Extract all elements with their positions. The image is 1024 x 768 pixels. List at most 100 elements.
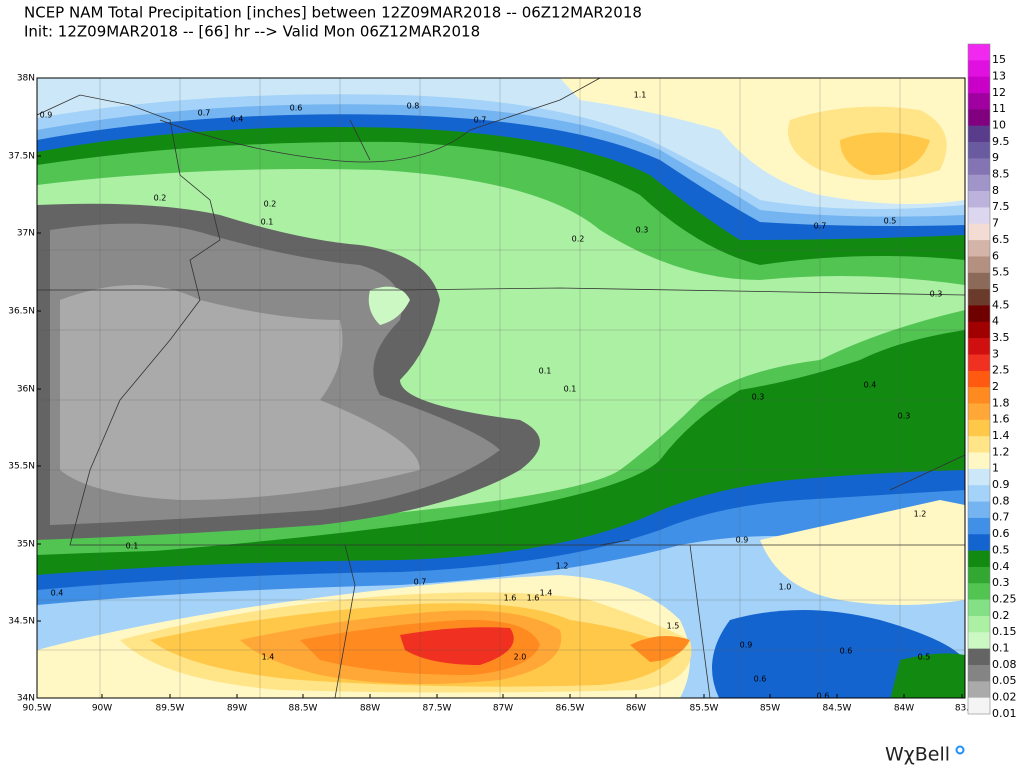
legend-swatch	[968, 534, 990, 551]
legend-label: 0.15	[992, 625, 1017, 638]
color-legend: 15131211109.598.587.576.565.554.543.532.…	[967, 43, 1017, 720]
legend-label: 13	[992, 70, 1006, 83]
legend-label: 0.6	[992, 527, 1010, 540]
legend-swatch	[968, 550, 990, 568]
precip-map	[37, 78, 965, 698]
legend-swatch	[968, 289, 990, 306]
legend-swatch	[968, 305, 990, 323]
contour-label: 0.7	[474, 116, 487, 125]
legend-label: 9.5	[992, 135, 1010, 148]
legend-label: 8	[992, 184, 999, 197]
legend-label: 11	[992, 102, 1006, 115]
legend-swatch	[968, 583, 990, 600]
legend-swatch	[968, 44, 990, 61]
contour-label: 1.6	[504, 594, 517, 603]
legend-label: 3.5	[992, 331, 1010, 344]
contour-label: 0.3	[752, 393, 765, 402]
legend-swatch	[968, 76, 990, 94]
contour-label: 1.5	[667, 622, 680, 631]
legend-label: 2	[992, 380, 999, 393]
legend-swatch	[968, 60, 990, 77]
legend-swatch	[968, 158, 990, 176]
legend-label: 1.2	[992, 445, 1010, 458]
contour-label: 0.2	[154, 194, 167, 203]
legend-label: 4.5	[992, 298, 1010, 311]
legend-swatch	[968, 109, 990, 127]
legend-label: 0.01	[992, 707, 1017, 720]
lon-label: 88.5W	[289, 704, 318, 714]
legend-swatch	[968, 223, 990, 241]
lon-label: 83.	[955, 704, 969, 714]
contour-label: 0.1	[564, 385, 577, 394]
contour-label: 0.7	[814, 222, 827, 231]
legend-swatch	[968, 452, 990, 470]
legend-swatch	[968, 419, 990, 437]
brand-dot	[955, 745, 965, 755]
contour-label: 0.7	[414, 578, 427, 587]
legend-label: 0.8	[992, 494, 1010, 507]
lat-label: 35N	[17, 540, 35, 550]
legend-label: 12	[992, 86, 1006, 99]
contour-label: 0.4	[864, 381, 877, 390]
lon-label: 90W	[92, 704, 112, 714]
contour-label: 2.0	[514, 653, 527, 662]
contour-label: 0.6	[840, 647, 853, 656]
legend-swatch	[968, 566, 990, 584]
legend-label: 0.1	[992, 641, 1010, 654]
lat-label: 38N	[17, 74, 35, 84]
legend-swatch	[968, 125, 990, 143]
contour-label: 1.2	[556, 562, 569, 571]
lat-label: 34N	[17, 694, 35, 704]
legend-swatch	[968, 468, 990, 486]
lon-label: 86W	[626, 704, 646, 714]
legend-swatch	[968, 681, 990, 698]
legend-label: 0.02	[992, 690, 1017, 703]
legend-swatch	[968, 272, 990, 290]
contour-label: 1.1	[634, 91, 647, 100]
contour-label: 0.1	[539, 367, 552, 376]
legend-swatch	[968, 321, 990, 339]
legend-label: 0.7	[992, 511, 1010, 524]
contour-label: 1.6	[527, 594, 540, 603]
legend-label: 8.5	[992, 168, 1010, 181]
map-frame	[36, 77, 966, 699]
legend-label: 3	[992, 347, 999, 360]
contour-label: 0.5	[884, 217, 897, 226]
legend-label: 9	[992, 151, 999, 164]
legend-label: 2.5	[992, 364, 1010, 377]
legend-swatch	[968, 615, 990, 633]
legend-swatch	[968, 142, 990, 159]
contour-label: 0.3	[930, 290, 943, 299]
lon-label: 89.5W	[156, 704, 185, 714]
lon-label: 86.5W	[556, 704, 585, 714]
legend-label: 4	[992, 315, 999, 328]
legend-swatch	[968, 387, 990, 404]
legend-label: 15	[992, 53, 1006, 66]
legend-label: 0.3	[992, 576, 1010, 589]
lat-label: 36N	[17, 385, 35, 395]
lon-label: 89W	[227, 704, 247, 714]
legend-swatch	[968, 664, 990, 682]
lon-label: 88W	[360, 704, 380, 714]
legend-label: 5	[992, 282, 999, 295]
legend-label: 0.25	[992, 592, 1017, 605]
legend-label: 5.5	[992, 266, 1010, 279]
contour-label: 0.2	[572, 235, 585, 244]
contour-label: 0.7	[198, 109, 211, 118]
contour-label: 1.2	[914, 510, 927, 519]
legend-label: 7.5	[992, 200, 1010, 213]
contour-label: 0.6	[817, 692, 830, 701]
contour-label: 0.5	[918, 653, 931, 662]
lon-label: 85W	[760, 704, 780, 714]
legend-frame	[967, 43, 991, 715]
title-line-2: Init: 12Z09MAR2018 -- [66] hr --> Valid …	[24, 23, 480, 41]
lat-label: 34.5N	[8, 617, 35, 627]
lon-label: 84W	[894, 704, 914, 714]
legend-swatch	[968, 338, 990, 355]
legend-swatch	[968, 240, 990, 257]
lat-label: 35.5N	[8, 462, 35, 472]
map-labels: 38N 37.5N 37N 36.5N 36N 35.5N 35N 34.5N 34N90.5W…	[8, 74, 969, 714]
legend-swatch	[968, 436, 990, 453]
title-line-1: NCEP NAM Total Precipitation [inches] be…	[24, 4, 642, 22]
legend-swatch	[968, 697, 990, 715]
